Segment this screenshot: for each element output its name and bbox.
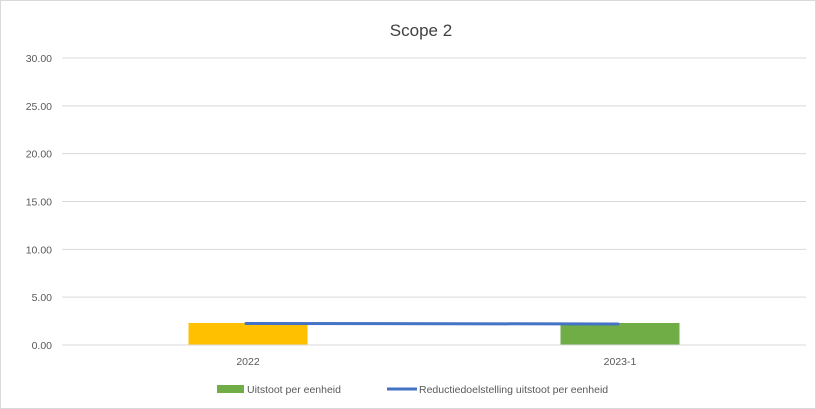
y-tick-label: 0.00 [32, 340, 53, 352]
y-tick-label: 15.00 [26, 197, 52, 209]
y-tick-label: 25.00 [26, 101, 52, 113]
legend-label-line: Reductiedoelstelling uitstoot per eenhei… [419, 384, 608, 396]
bar [188, 322, 308, 345]
x-tick-label: 2022 [236, 356, 260, 368]
y-tick-label: 10.00 [26, 244, 52, 256]
legend-label-bar: Uitstoot per eenheid [247, 384, 341, 396]
y-tick-label: 30.00 [26, 53, 52, 65]
y-tick-label: 5.00 [32, 292, 53, 304]
y-tick-label: 20.00 [26, 149, 52, 161]
bar [560, 322, 680, 345]
legend-swatch-bar [217, 385, 244, 393]
chart-title: Scope 2 [390, 21, 452, 40]
x-tick-label: 2023-1 [604, 356, 637, 368]
